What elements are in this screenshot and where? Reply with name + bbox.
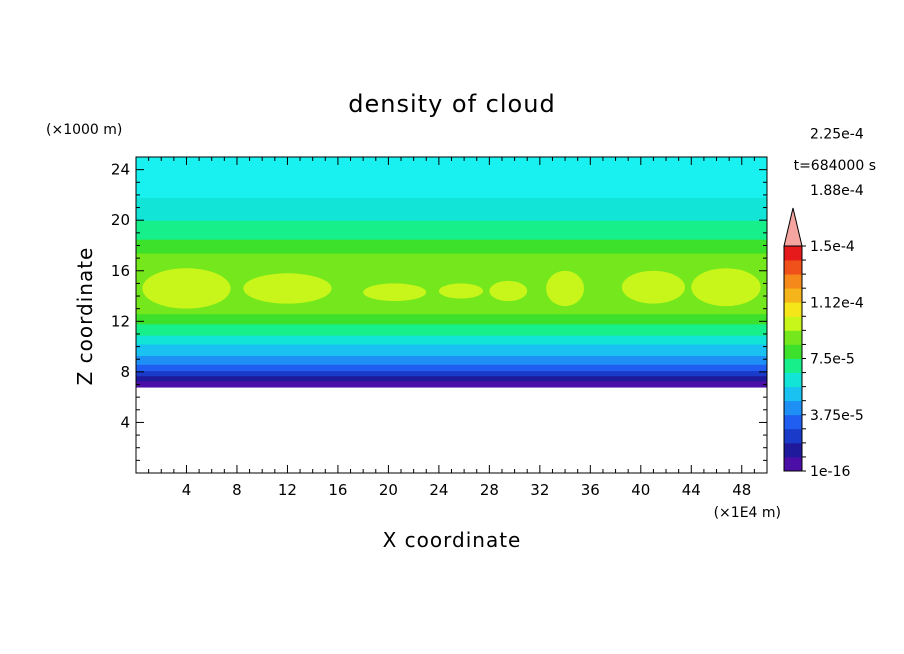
colorbar: 1e-16 3.75e-5 7.5e-5 1.12e-4 1.5e-4 1.88e-4 2.… (783, 127, 864, 480)
contour-band (136, 313, 767, 325)
x-tick-label: 48 (732, 481, 751, 499)
y-tick-label: 12 (111, 312, 130, 330)
contour-band (136, 380, 767, 388)
colorbar-over-arrow (783, 207, 803, 247)
colorbar-tick-label: 1e-16 (810, 464, 850, 480)
colorbar-segment (784, 372, 802, 388)
contour-bands (136, 157, 767, 388)
colorbar-segment (784, 428, 802, 444)
colorbar-segment (784, 246, 802, 261)
y-tick-label: 4 (120, 413, 130, 431)
contour-band (136, 370, 767, 377)
contour-band (136, 335, 767, 345)
colorbar-segment (784, 358, 802, 373)
contour-band (136, 344, 767, 356)
x-tick-label: 8 (232, 481, 242, 499)
colorbar-tick-label: 1.5e-4 (810, 239, 855, 255)
colorbar-segment (784, 386, 802, 402)
density-core (142, 268, 231, 309)
x-axis-ticks: 4 8 12 16 20 24 28 32 36 40 44 48 (148, 157, 755, 499)
x-tick-label: 32 (530, 481, 549, 499)
x-tick-label: 40 (631, 481, 650, 499)
contour-band (136, 197, 767, 221)
x-tick-label: 4 (182, 481, 192, 499)
x-unit-label: (×1E4 m) (714, 505, 781, 521)
y-tick-label: 8 (120, 363, 130, 381)
y-tick-label: 20 (111, 211, 130, 229)
x-tick-label: 24 (429, 481, 448, 499)
x-axis-label: X coordinate (383, 528, 522, 552)
contour-band (136, 157, 767, 198)
density-core (363, 283, 427, 302)
colorbar-segment (784, 316, 802, 331)
density-core (489, 280, 528, 302)
colorbar-tick-label: 3.75e-5 (810, 408, 864, 424)
x-tick-label: 20 (379, 481, 398, 499)
colorbar-segment (784, 414, 802, 430)
colorbar-segment (784, 330, 802, 345)
contour-band (136, 364, 767, 372)
colorbar-segment (784, 456, 802, 472)
time-label: t=684000 s (794, 158, 876, 174)
colorbar-segment (784, 344, 802, 359)
x-tick-label: 28 (480, 481, 499, 499)
density-core (243, 273, 332, 304)
colorbar-tick-label: 1.12e-4 (810, 295, 864, 311)
contour-band (136, 375, 767, 382)
colorbar-tick-label: 1.88e-4 (810, 183, 864, 199)
contour-band (136, 239, 767, 254)
x-tick-label: 44 (682, 481, 701, 499)
chart-title: density of cloud (348, 90, 555, 118)
colorbar-segment (784, 288, 802, 303)
y-axis-ticks: 4 8 12 16 20 24 (111, 161, 767, 461)
density-core (621, 270, 685, 304)
contour-cores (142, 268, 761, 309)
colorbar-segment (784, 274, 802, 289)
y-axis-label: Z coordinate (73, 247, 97, 386)
density-core (691, 268, 761, 307)
colorbar-tick-label: 2.25e-4 (810, 127, 864, 143)
x-tick-label: 36 (581, 481, 600, 499)
colorbar-tick-label: 7.5e-5 (810, 352, 855, 368)
contour-band (136, 323, 767, 336)
contour-band (136, 355, 767, 365)
y-tick-label: 24 (111, 161, 130, 179)
density-core (438, 283, 484, 299)
colorbar-segment (784, 400, 802, 416)
colorbar-segment (784, 442, 802, 458)
x-tick-label: 16 (328, 481, 347, 499)
colorbar-segment (784, 260, 802, 275)
density-core (546, 270, 585, 307)
y-tick-label: 16 (111, 262, 130, 280)
contour-band (136, 220, 767, 240)
x-tick-label: 12 (278, 481, 297, 499)
colorbar-segment (784, 302, 802, 317)
y-unit-label: (×1000 m) (46, 122, 122, 138)
